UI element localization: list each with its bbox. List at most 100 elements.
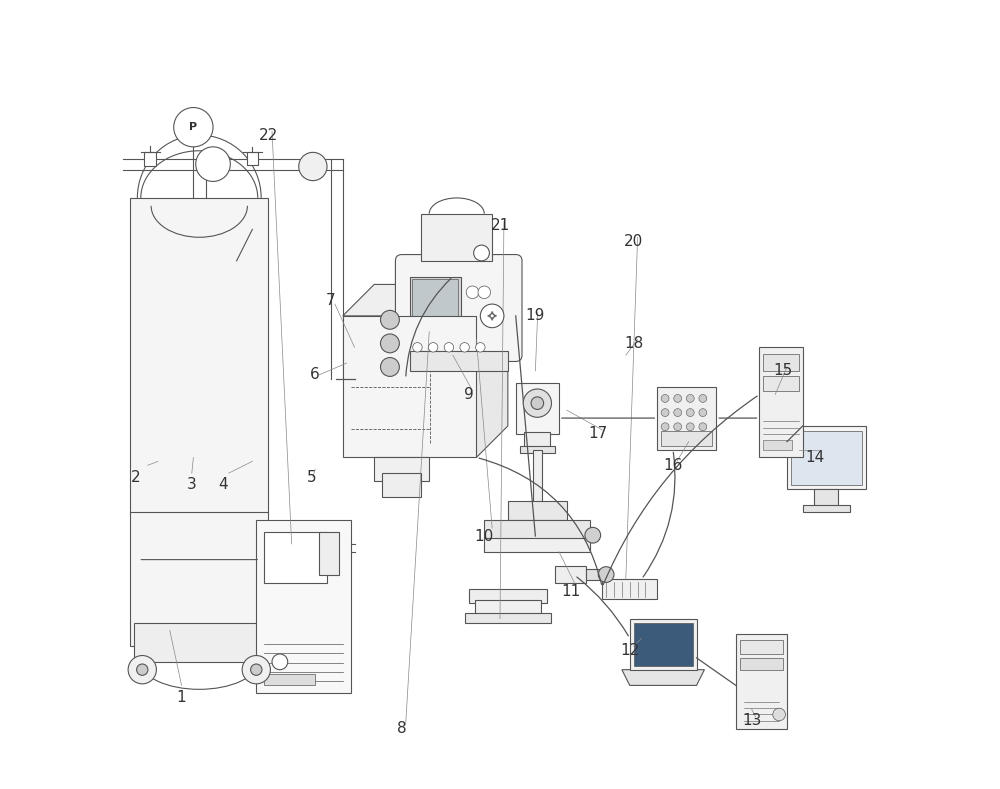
Bar bbox=[740, 658, 783, 670]
Text: 8: 8 bbox=[397, 721, 407, 736]
Polygon shape bbox=[416, 305, 435, 442]
Bar bbox=[657, 387, 716, 450]
Bar bbox=[264, 532, 327, 583]
Polygon shape bbox=[476, 284, 508, 458]
Bar bbox=[465, 613, 551, 623]
Circle shape bbox=[476, 342, 485, 352]
Circle shape bbox=[428, 342, 438, 352]
Text: 22: 22 bbox=[258, 128, 278, 143]
Circle shape bbox=[773, 709, 785, 721]
Bar bbox=[602, 579, 657, 599]
Text: 14: 14 bbox=[805, 450, 824, 465]
Text: 12: 12 bbox=[620, 642, 639, 657]
Bar bbox=[634, 623, 693, 666]
Bar bbox=[736, 634, 787, 729]
Bar bbox=[469, 589, 547, 603]
Bar bbox=[586, 569, 606, 580]
Bar bbox=[763, 440, 792, 450]
Text: 18: 18 bbox=[624, 336, 643, 351]
Text: 20: 20 bbox=[624, 234, 643, 249]
Bar bbox=[374, 458, 429, 481]
Circle shape bbox=[661, 409, 669, 417]
Bar bbox=[791, 432, 862, 485]
Circle shape bbox=[699, 423, 707, 431]
Text: 5: 5 bbox=[306, 469, 316, 484]
Bar bbox=[661, 432, 712, 446]
Bar bbox=[475, 600, 541, 615]
Text: 9: 9 bbox=[464, 387, 473, 402]
Circle shape bbox=[460, 342, 469, 352]
Bar bbox=[130, 198, 268, 646]
Circle shape bbox=[128, 656, 156, 684]
Text: 16: 16 bbox=[663, 458, 683, 473]
Ellipse shape bbox=[417, 333, 425, 338]
Text: P: P bbox=[189, 122, 197, 133]
Bar bbox=[264, 674, 315, 686]
Bar bbox=[740, 640, 783, 654]
Text: 13: 13 bbox=[742, 713, 761, 728]
Text: 1: 1 bbox=[177, 690, 186, 705]
Ellipse shape bbox=[432, 333, 439, 338]
Bar bbox=[803, 505, 850, 512]
Bar bbox=[573, 529, 593, 540]
Bar bbox=[421, 214, 492, 261]
Bar bbox=[134, 623, 264, 662]
Bar bbox=[555, 566, 586, 583]
Text: 19: 19 bbox=[526, 308, 545, 323]
Circle shape bbox=[251, 664, 262, 675]
FancyBboxPatch shape bbox=[395, 255, 522, 361]
Ellipse shape bbox=[446, 333, 454, 338]
Circle shape bbox=[523, 389, 551, 417]
Circle shape bbox=[699, 394, 707, 402]
Circle shape bbox=[531, 397, 544, 409]
Bar bbox=[256, 520, 351, 694]
Circle shape bbox=[674, 423, 682, 431]
Circle shape bbox=[272, 654, 288, 670]
Circle shape bbox=[474, 245, 489, 261]
Text: 21: 21 bbox=[490, 218, 510, 233]
Bar bbox=[508, 501, 567, 520]
Text: 6: 6 bbox=[310, 368, 320, 383]
Text: 15: 15 bbox=[773, 364, 793, 379]
Circle shape bbox=[674, 409, 682, 417]
Polygon shape bbox=[343, 284, 508, 316]
Circle shape bbox=[299, 152, 327, 181]
Circle shape bbox=[661, 394, 669, 402]
Bar bbox=[763, 353, 799, 371]
Circle shape bbox=[478, 286, 491, 298]
Bar bbox=[630, 619, 697, 670]
Bar bbox=[542, 526, 573, 544]
Circle shape bbox=[174, 107, 213, 147]
Text: 3: 3 bbox=[187, 477, 197, 492]
Bar bbox=[763, 376, 799, 391]
Circle shape bbox=[380, 310, 399, 329]
Circle shape bbox=[137, 664, 148, 675]
Circle shape bbox=[466, 286, 479, 298]
Circle shape bbox=[480, 304, 504, 327]
Bar bbox=[484, 520, 590, 540]
Text: 10: 10 bbox=[475, 529, 494, 544]
Text: 2: 2 bbox=[131, 469, 141, 484]
Circle shape bbox=[699, 409, 707, 417]
Circle shape bbox=[674, 394, 682, 402]
Bar bbox=[814, 489, 838, 508]
Polygon shape bbox=[622, 670, 704, 686]
Bar bbox=[410, 351, 508, 371]
Bar bbox=[484, 537, 590, 552]
Text: 11: 11 bbox=[561, 584, 580, 599]
Bar bbox=[382, 473, 421, 497]
Circle shape bbox=[598, 567, 614, 582]
Circle shape bbox=[444, 342, 454, 352]
Circle shape bbox=[380, 334, 399, 353]
Bar bbox=[787, 426, 866, 489]
Circle shape bbox=[196, 147, 230, 181]
Circle shape bbox=[413, 342, 422, 352]
Text: 17: 17 bbox=[589, 426, 608, 441]
Circle shape bbox=[686, 423, 694, 431]
Bar bbox=[533, 450, 542, 505]
Circle shape bbox=[242, 656, 270, 684]
Circle shape bbox=[661, 423, 669, 431]
Bar bbox=[412, 279, 458, 321]
Circle shape bbox=[380, 357, 399, 376]
Bar bbox=[144, 151, 156, 166]
